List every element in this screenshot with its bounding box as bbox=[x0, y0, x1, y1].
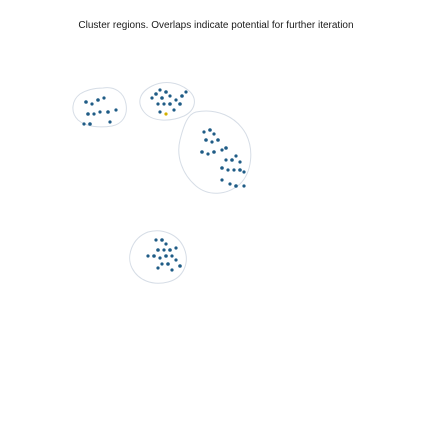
cluster-region-b-point bbox=[162, 102, 166, 106]
cluster-region-b-point bbox=[172, 108, 176, 112]
cluster-region-b-point bbox=[168, 94, 172, 98]
cluster-region-b-point bbox=[168, 102, 172, 106]
cluster-region-b-point bbox=[158, 88, 162, 92]
cluster-region-b-point bbox=[184, 90, 188, 94]
cluster-region-c-point bbox=[212, 132, 216, 136]
cluster-region-c-point bbox=[234, 184, 238, 188]
cluster-region-c-point bbox=[220, 148, 224, 152]
cluster-region-b-point bbox=[156, 102, 160, 106]
cluster-region-a bbox=[72, 87, 127, 128]
cluster-region-b-point bbox=[150, 96, 154, 100]
cluster-region-a-point bbox=[108, 120, 112, 124]
cluster-region-a-point bbox=[102, 96, 106, 100]
cluster-region-d-point bbox=[152, 254, 156, 258]
cluster-region-b-point bbox=[164, 112, 168, 116]
cluster-region-c-point bbox=[200, 150, 204, 154]
cluster-region-b-point bbox=[158, 110, 162, 114]
cluster-region-d-point bbox=[178, 264, 182, 268]
cluster-region-c-point bbox=[226, 168, 230, 172]
cluster-region-c-point bbox=[224, 158, 228, 162]
cluster-region-b-point bbox=[174, 98, 178, 102]
cluster-region-d-point bbox=[156, 248, 160, 252]
cluster-region-a-point bbox=[96, 98, 100, 102]
cluster-region-d-point bbox=[170, 268, 174, 272]
cluster-region-c-point bbox=[220, 178, 224, 182]
cluster-region-b-point bbox=[164, 90, 168, 94]
cluster-region-a-point bbox=[84, 100, 88, 104]
regions-layer bbox=[72, 82, 252, 284]
cluster-region-d-point bbox=[160, 262, 164, 266]
cluster-region-d-point bbox=[154, 238, 158, 242]
cluster-region-c-point bbox=[208, 128, 212, 132]
cluster-region-c-point bbox=[204, 138, 208, 142]
cluster-region-b-point bbox=[178, 102, 182, 106]
cluster-region-c-point bbox=[234, 154, 238, 158]
cluster-region-c-point bbox=[224, 146, 228, 150]
cluster-region-d-point bbox=[158, 256, 162, 260]
cluster-region-d-point bbox=[164, 254, 168, 258]
cluster-region-c-point bbox=[238, 160, 242, 164]
cluster-region-d bbox=[129, 230, 187, 284]
cluster-region-c-point bbox=[242, 170, 246, 174]
cluster-region-a-point bbox=[92, 112, 96, 116]
cluster-region-d-point bbox=[164, 242, 168, 246]
cluster-region-c-point bbox=[212, 150, 216, 154]
cluster-region-d-point bbox=[166, 262, 170, 266]
cluster-region-a-point bbox=[88, 122, 92, 126]
cluster-region-c bbox=[178, 110, 252, 194]
cluster-region-c-point bbox=[230, 158, 234, 162]
cluster-region-c-point bbox=[206, 152, 210, 156]
points-layer bbox=[82, 88, 246, 272]
cluster-region-d-point bbox=[162, 248, 166, 252]
cluster-region-c-point bbox=[238, 168, 242, 172]
cluster-region-d-point bbox=[174, 246, 178, 250]
cluster-region-a-point bbox=[114, 108, 118, 112]
cluster-region-d-point bbox=[156, 266, 160, 270]
cluster-region-d-point bbox=[146, 254, 150, 258]
cluster-region-c-point bbox=[228, 182, 232, 186]
cluster-region-a-point bbox=[82, 122, 86, 126]
cluster-region-d-point bbox=[174, 258, 178, 262]
cluster-region-c-point bbox=[202, 130, 206, 134]
cluster-region-a-point bbox=[98, 110, 102, 114]
cluster-region-b-point bbox=[160, 96, 164, 100]
cluster-region-a-point bbox=[90, 102, 94, 106]
cluster-region-d-point bbox=[160, 238, 164, 242]
cluster-region-c-point bbox=[210, 140, 214, 144]
cluster-region-a-point bbox=[86, 112, 90, 116]
cluster-region-d-point bbox=[168, 248, 172, 252]
cluster-region-d-point bbox=[170, 254, 174, 258]
cluster-region-b bbox=[139, 82, 195, 121]
cluster-region-b-point bbox=[154, 92, 158, 96]
cluster-region-a-point bbox=[106, 110, 110, 114]
caption: Cluster regions. Overlaps indicate poten… bbox=[78, 20, 354, 31]
cluster-region-c-point bbox=[220, 166, 224, 170]
cluster-region-c-point bbox=[232, 168, 236, 172]
cluster-region-c-point bbox=[242, 184, 246, 188]
cluster-region-b-point bbox=[180, 94, 184, 98]
cluster-region-c-point bbox=[216, 138, 220, 142]
